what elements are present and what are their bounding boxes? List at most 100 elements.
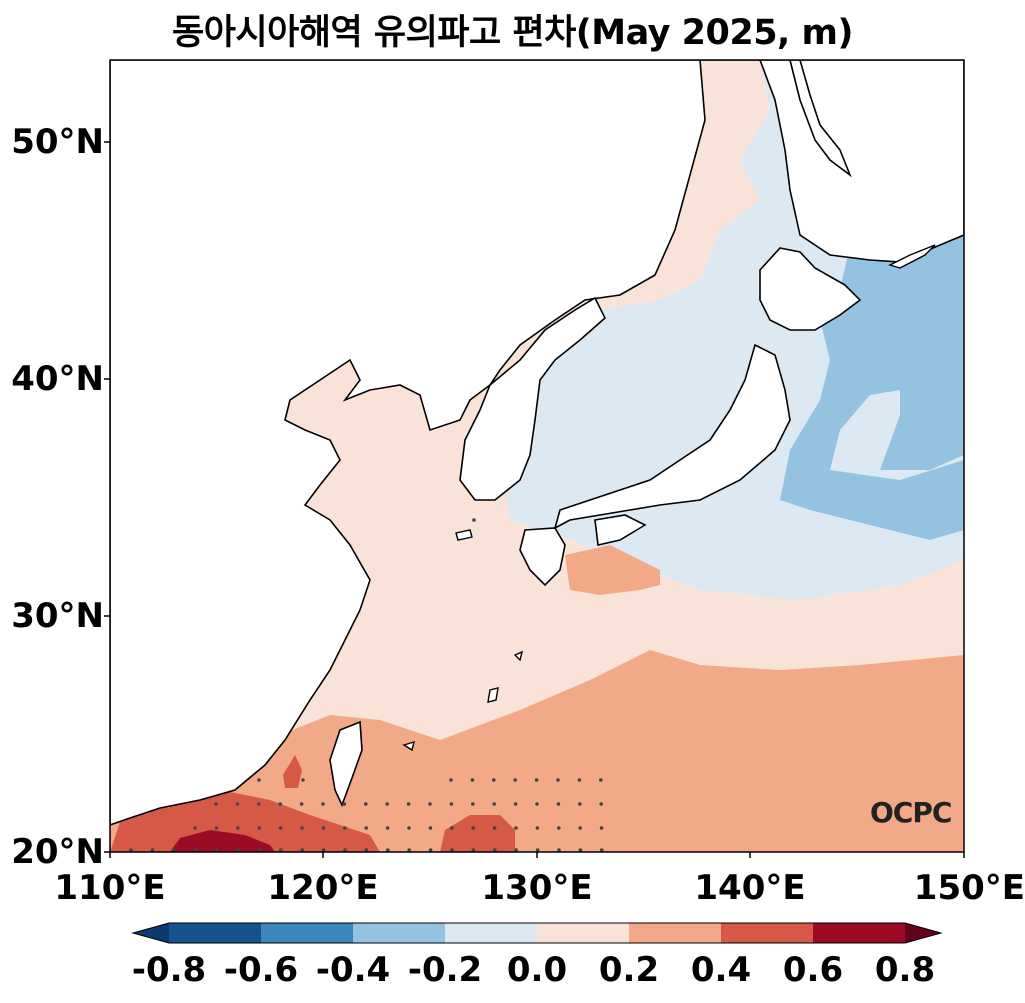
stipple-dot	[343, 848, 347, 852]
colorbar	[131, 922, 943, 944]
stipple-dot	[514, 826, 518, 830]
colorbar-tick: -0.6	[223, 950, 299, 990]
stipple-dot	[535, 802, 539, 806]
stipple-dot	[236, 848, 240, 852]
stipple-dot	[557, 826, 561, 830]
stipple-dot	[557, 848, 561, 852]
stipple-dot	[300, 848, 305, 852]
colorbar-tick: 0.6	[782, 950, 844, 990]
colorbar-tick: 0.8	[874, 950, 936, 990]
stipple-dot	[321, 826, 326, 830]
stipple-dot	[471, 802, 475, 806]
land-ryukyu-2	[513, 650, 524, 662]
field-pos-max	[170, 830, 275, 852]
colorbar-tick: 0.0	[506, 950, 568, 990]
stipple-dot	[599, 802, 603, 806]
anomaly-field	[110, 60, 964, 852]
stipple-dot	[577, 778, 582, 782]
lat-tick-50n: 50°N	[11, 122, 104, 162]
stipple-dot	[599, 826, 604, 830]
colorbar-extend-high	[905, 923, 941, 943]
stipple-dot	[300, 826, 304, 830]
lon-tick-110e: 110°E	[54, 868, 166, 908]
stipple-dot	[299, 802, 304, 806]
colorbar-seg	[261, 923, 353, 943]
stipple-dot	[492, 778, 496, 782]
stipple-dot	[257, 778, 261, 782]
lat-tick-40n: 40°N	[11, 359, 104, 399]
lat-tick-30n: 30°N	[11, 596, 104, 636]
stipple-dot	[428, 848, 433, 852]
stipple-dot	[236, 826, 240, 830]
stipple-dot	[449, 802, 454, 806]
stipple-dot	[406, 802, 411, 806]
axis-ticks	[104, 141, 965, 858]
colorbar-tick: 0.4	[690, 950, 752, 990]
colorbar-tick: 0.2	[598, 950, 660, 990]
field-pos-strong-2	[440, 815, 515, 852]
stipple-dot	[514, 848, 518, 852]
stipple-dot	[556, 802, 561, 806]
stipple-dot	[535, 848, 540, 852]
stipple-dot	[556, 778, 560, 782]
land-kyushu	[519, 527, 566, 587]
stipple-dot	[321, 848, 326, 852]
stipple-dot	[407, 848, 412, 852]
stipple-dot	[450, 826, 454, 830]
stipple-dot	[428, 826, 433, 830]
lon-tick-130e: 130°E	[481, 868, 593, 908]
colorbar-seg	[629, 923, 721, 943]
stipple-dot	[386, 848, 390, 852]
stipple-dot	[385, 802, 390, 806]
colorbar-seg	[169, 923, 261, 943]
stipple-dot	[321, 802, 325, 806]
stipple-dot	[257, 826, 262, 830]
colorbar-tick: -0.2	[407, 950, 483, 990]
land-korea	[459, 296, 606, 501]
colorbar-seg	[813, 923, 905, 943]
stipple-dot	[364, 848, 369, 852]
field-pos-mid	[110, 650, 964, 852]
stipple-dot	[129, 848, 133, 852]
ocpc-logo: OCPC	[870, 796, 952, 829]
colorbar-seg	[721, 923, 813, 943]
land-kuril	[888, 244, 936, 269]
colorbar-seg	[353, 923, 445, 943]
stipple-dot	[535, 826, 540, 830]
stipple-dot	[364, 802, 368, 806]
stipple-dot	[343, 826, 347, 830]
stipple-dot	[492, 802, 497, 806]
land-ryukyu-1	[487, 687, 499, 703]
stipple-dot	[449, 778, 453, 782]
stipple-dot	[193, 848, 197, 852]
land-jeju	[455, 529, 473, 541]
field-neg-mid	[780, 230, 964, 540]
stipple-dot	[214, 826, 219, 830]
stipple-dot	[257, 848, 262, 852]
stipple-dot	[279, 848, 283, 852]
colorbar-seg	[445, 923, 537, 943]
land-china	[110, 60, 706, 826]
stipple-dot	[150, 848, 155, 852]
stipple-dot	[534, 778, 539, 782]
stipple-dot	[278, 802, 283, 806]
land-taiwan	[329, 720, 363, 808]
colorbar-tick: -0.4	[315, 950, 391, 990]
stipple-dot	[428, 802, 432, 806]
field-pos-mid-japan	[565, 545, 660, 595]
colorbar-seg	[537, 923, 629, 943]
stipple-dot	[578, 848, 583, 852]
land-shikoku	[594, 514, 647, 546]
stipple-dot	[257, 802, 261, 806]
stipple-dot	[470, 778, 475, 782]
field-pos-strong-1	[110, 792, 380, 852]
stipple-dot	[471, 848, 476, 852]
significance-stippling	[129, 518, 604, 852]
colorbar-extend-low	[133, 923, 169, 943]
stipple-dot	[214, 848, 219, 852]
stipple-dot	[578, 826, 582, 830]
stipple-dot	[513, 778, 517, 782]
stipple-dot	[214, 802, 218, 806]
lon-tick-120e: 120°E	[267, 868, 379, 908]
